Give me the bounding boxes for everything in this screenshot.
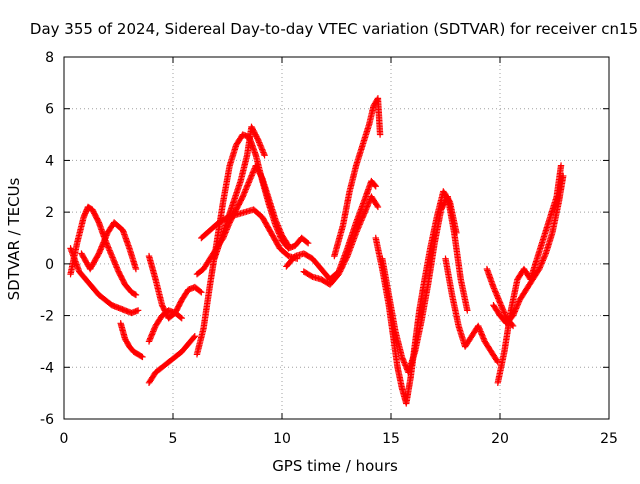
data-point [304, 239, 312, 247]
data-point [376, 131, 384, 138]
y-tick-label: -4 [40, 360, 54, 376]
data-point [131, 291, 139, 298]
series-track-m [300, 193, 382, 288]
y-tick-label: 8 [45, 50, 54, 66]
axes: 0 5 10 15 20 25 -6 -4 -2 0 2 4 6 8 [40, 50, 618, 447]
series-track-c [78, 219, 140, 273]
data-point [560, 172, 567, 180]
data-point [191, 333, 198, 340]
data-point [178, 314, 185, 322]
data-point [335, 271, 342, 278]
data-point [341, 258, 348, 265]
data-point [285, 242, 292, 249]
data-point [340, 261, 347, 268]
series-track-d [117, 320, 146, 361]
x-tick-label: 15 [382, 431, 400, 447]
series-track-o [372, 188, 460, 407]
series-track-k [211, 123, 268, 262]
data-point [338, 265, 345, 272]
data-point [342, 257, 349, 264]
plot-area [67, 95, 567, 407]
data-point [340, 259, 348, 267]
data-point [464, 307, 471, 314]
series-track-b [67, 245, 142, 317]
y-tick-label: 0 [45, 257, 54, 273]
y-tick-label: 4 [45, 153, 54, 169]
series-track-g [145, 307, 185, 345]
data-point [139, 353, 146, 361]
series-track-f [145, 333, 198, 386]
series-track-h [193, 131, 312, 358]
x-tick-label: 20 [491, 431, 509, 447]
data-point [284, 241, 291, 248]
data-point [371, 182, 379, 189]
y-axis-label: SDTVAR / TECUs [5, 177, 23, 300]
data-point [132, 265, 140, 273]
series-track-l [283, 177, 379, 283]
data-point [261, 152, 268, 159]
data-point [132, 291, 140, 299]
x-tick-label: 10 [273, 431, 291, 447]
data-point [339, 262, 346, 270]
x-tick-label: 5 [169, 431, 178, 447]
data-point [508, 321, 516, 329]
data-point [337, 266, 344, 274]
data-point [197, 288, 204, 295]
data-point [342, 255, 350, 263]
data-point [190, 334, 198, 341]
y-tick-label: 2 [45, 205, 54, 221]
data-point [336, 268, 344, 275]
data-point [138, 353, 145, 360]
series-track-t [483, 265, 517, 330]
data-point [198, 289, 205, 296]
x-tick-label: 25 [600, 431, 618, 447]
data-point [303, 239, 311, 246]
data-point [134, 307, 142, 314]
data-point [372, 183, 379, 190]
series-track-q [442, 255, 502, 366]
data-point [374, 203, 382, 211]
series-track-s [490, 172, 567, 327]
series-track-p [379, 193, 471, 376]
data-point [557, 162, 565, 169]
y-tick-label: -6 [40, 412, 54, 428]
data-point [343, 254, 350, 261]
series-track-n [331, 95, 384, 260]
data-point [373, 202, 381, 209]
data-point [258, 174, 265, 181]
x-axis-label: GPS time / hours [272, 457, 398, 475]
y-tick-label: -2 [40, 309, 54, 325]
series-track-r [494, 162, 565, 386]
y-tick-label: 6 [45, 102, 54, 118]
data-point [336, 269, 343, 277]
chart-title: Day 355 of 2024, Sidereal Day-to-day VTE… [30, 20, 638, 38]
data-point [509, 322, 517, 330]
data-point [338, 264, 346, 271]
plot-frame [63, 56, 610, 420]
data-point [177, 314, 184, 321]
x-tick-label: 0 [60, 431, 69, 447]
data-point [493, 357, 501, 365]
